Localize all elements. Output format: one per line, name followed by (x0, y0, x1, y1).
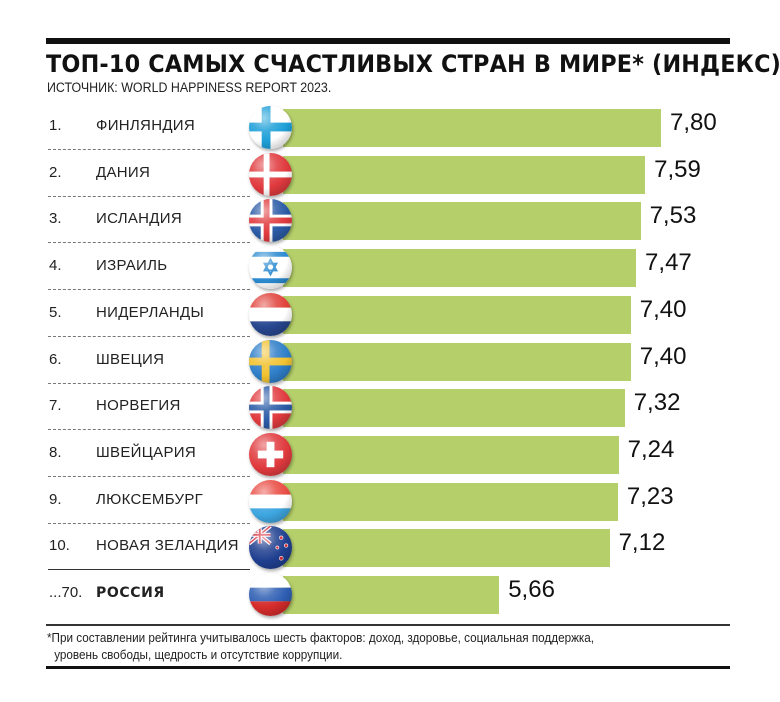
row-separator (48, 335, 250, 337)
table-row: 8. ШВЕЙЦАРИЯ 7,24 (0, 432, 780, 479)
country-name: НОРВЕГИЯ (96, 397, 181, 415)
value-bar (283, 109, 661, 147)
footnote-line-1: *При составлении рейтинга учитывалось ше… (47, 630, 595, 645)
russia-flag-icon (249, 573, 292, 616)
value-label: 7,47 (645, 249, 692, 277)
luxembourg-flag-icon (249, 479, 292, 523)
table-row: 1. ФИНЛЯНДИЯ 7,80 (0, 106, 780, 152)
value-bar (283, 482, 618, 521)
row-separator (48, 149, 250, 150)
value-label: 7,80 (670, 109, 717, 136)
finland-flag-icon (249, 106, 292, 149)
new-zealand-flag-icon (249, 526, 292, 570)
country-name: ШВЕЙЦАРИЯ (96, 443, 196, 461)
country-name: ФИНЛЯНДИЯ (96, 117, 195, 134)
table-row: 9. ЛЮКСЕМБУРГ 7,23 (0, 479, 780, 526)
row-separator (48, 382, 250, 384)
footnote: *При составлении рейтинга учитывалось ше… (47, 629, 695, 663)
value-bar (283, 155, 646, 194)
chart-title: ТОП-10 САМЫХ СЧАСТЛИВЫХ СТРАН В МИРЕ* (И… (46, 50, 780, 78)
value-bar (283, 576, 500, 614)
israel-flag-icon (249, 246, 292, 290)
row-separator (48, 195, 250, 197)
country-name: РОССИЯ (96, 585, 165, 601)
rank-number: 7. (49, 397, 62, 415)
value-label: 7,24 (627, 435, 675, 463)
rank-number: 5. (49, 303, 62, 321)
row-separator (48, 289, 250, 291)
table-row: 6. ШВЕЦИЯ 7,40 (0, 339, 780, 386)
rank-number: 9. (49, 490, 62, 508)
value-bar (283, 202, 641, 241)
value-label: 7,12 (618, 529, 666, 557)
norway-flag-icon (249, 386, 292, 430)
value-bar (283, 435, 619, 474)
value-label: 7,40 (639, 342, 687, 370)
country-name: НИДЕРЛАНДЫ (96, 303, 205, 321)
country-name: ИЗРАИЛЬ (96, 257, 168, 275)
value-bar (283, 342, 631, 381)
netherlands-flag-icon (249, 292, 292, 336)
value-bar (283, 249, 637, 288)
value-label: 5,66 (508, 576, 555, 603)
footnote-line-2: уровень свободы, щедрость и отсутствие к… (54, 647, 343, 662)
value-label: 7,32 (633, 389, 681, 417)
table-row: 7. НОРВЕГИЯ 7,32 (0, 386, 780, 432)
denmark-flag-icon (249, 152, 292, 196)
rank-number: 3. (49, 210, 62, 228)
rank-number: 1. (49, 117, 62, 134)
row-separator (48, 475, 250, 477)
table-row: 5. НИДЕРЛАНДЫ 7,40 (0, 292, 780, 339)
country-name: ДАНИЯ (96, 163, 151, 181)
value-label: 7,53 (649, 202, 697, 230)
country-name: ШВЕЦИЯ (96, 350, 165, 368)
value-label: 7,40 (639, 295, 687, 323)
row-separator (48, 522, 250, 524)
rank-number: 6. (49, 350, 62, 368)
value-label: 7,59 (654, 155, 701, 183)
footnote-rule-top (46, 624, 730, 626)
iceland-flag-icon (249, 199, 292, 243)
country-name: ИСЛАНДИЯ (96, 210, 182, 228)
footnote-rule-bottom (46, 666, 730, 669)
value-bar (283, 295, 631, 334)
country-name: ЛЮКСЕМБУРГ (96, 490, 204, 508)
rank-number: ...70. (49, 584, 83, 601)
rank-number: 4. (49, 257, 62, 275)
rank-number: 8. (49, 443, 62, 461)
table-row: 3. ИСЛАНДИЯ 7,53 (0, 199, 780, 245)
value-label: 7,23 (626, 482, 674, 510)
table-row: 10. НОВАЯ ЗЕЛАНДИЯ 7,12 (0, 526, 780, 572)
value-bar (283, 529, 610, 568)
table-row: 2. ДАНИЯ 7,59 (0, 152, 780, 199)
table-row: ...70. РОССИЯ 5,66 (0, 573, 780, 619)
country-name: НОВАЯ ЗЕЛАНДИЯ (96, 537, 239, 555)
chart-source: ИСТОЧНИК: WORLD HAPPINESS REPORT 2023. (47, 80, 332, 95)
sweden-flag-icon (249, 339, 292, 383)
rank-number: 10. (49, 537, 70, 555)
row-separator (48, 242, 250, 244)
rank-number: 2. (49, 163, 62, 181)
value-bar (283, 389, 625, 428)
row-separator (48, 569, 250, 571)
switzerland-flag-icon (249, 432, 292, 476)
top-rule (46, 38, 730, 44)
table-row: 4. ИЗРАИЛЬ 7,47 (0, 246, 780, 292)
row-separator (48, 429, 250, 431)
